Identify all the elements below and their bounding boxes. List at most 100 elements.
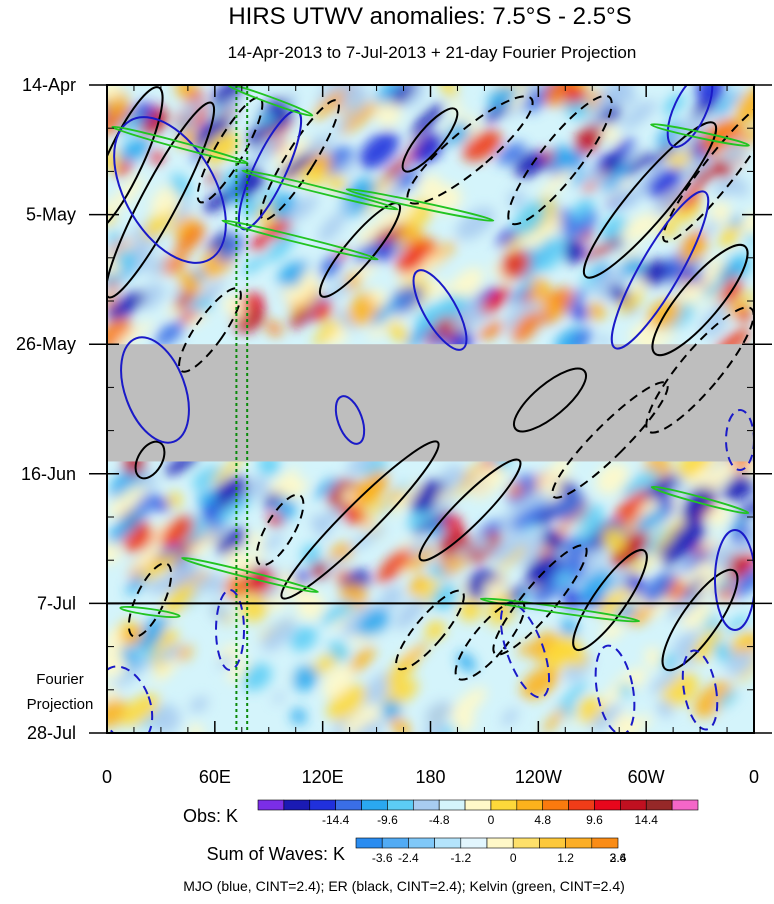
anomaly-cell [502,708,518,726]
anomaly-cell [318,212,346,243]
colorbar-swatch [283,799,311,811]
anomaly-cell [357,224,380,246]
anomaly-cell [389,85,416,108]
anomaly-cell [301,543,321,563]
anomaly-cell [708,542,734,568]
anomaly-cell [621,100,657,130]
anomaly-cell [218,98,238,116]
anomaly-cell [621,469,660,497]
anomaly-cell [157,643,182,663]
wave-contour [594,644,636,733]
anomaly-cell [412,249,445,275]
anomaly-cell [618,683,633,698]
waves-colorbar: -3.6 -2.4 -1.2 0 1.2 2.43.6 [355,837,627,865]
y-axis: 14-Apr 5-May 26-May 16-Jun 7-Jul 28-Jul [16,75,772,743]
anomaly-cell [487,85,517,109]
anomaly-field [107,85,754,733]
colorbar-label: 14.4 [635,813,659,827]
colorbar-label: -1.2 [450,851,471,865]
wave-contour [492,544,588,656]
wave-contour [681,649,719,731]
anomaly-cell [617,290,645,314]
anomaly-cell [572,304,589,322]
anomaly-cell [656,700,674,718]
anomaly-cell [369,322,387,339]
anomaly-cell [733,576,754,598]
anomaly-cell [120,646,139,668]
anomaly-cell [341,85,369,110]
anomaly-cell [712,641,733,662]
anomaly-cell [692,628,722,662]
wave-contour [412,269,468,351]
anomaly-cell [718,223,742,248]
anomaly-cell [597,334,611,348]
anomaly-cell [107,509,143,544]
anomaly-cell [341,102,380,135]
colorbar-swatch [361,799,388,811]
anomaly-cell [429,332,446,347]
anomaly-cell [369,289,389,308]
wave-contour [226,85,314,117]
wave-contour [196,96,264,204]
wave-contour [582,121,718,279]
projection-label-line2: Projection [27,696,94,713]
anomaly-cell [320,600,356,625]
anomaly-cell [192,465,225,490]
anomaly-cell [217,527,247,556]
colorbar-swatch [620,799,647,811]
anomaly-cell [621,212,660,242]
y-tick-label: 14-Apr [22,75,76,95]
anomaly-cell [273,476,300,496]
anomaly-cell [238,196,259,219]
anomaly-cell [387,322,410,344]
anomaly-cell [363,181,398,211]
wave-contour [662,97,754,243]
anomaly-cell [602,122,620,145]
colorbar-label: -4.8 [429,813,450,827]
wave-contour [666,85,714,148]
anomaly-cell [564,238,586,260]
wave-contour [345,188,495,222]
y-tick-label: 5-May [26,205,76,225]
colorbar-swatch [542,799,569,811]
colorbar-label: -2.4 [398,851,419,865]
wave-contour [334,395,366,445]
anomaly-cell [647,167,683,198]
anomaly-cell [485,592,513,619]
anomaly-cell [457,652,476,673]
anomaly-cell [209,475,248,511]
wave-contour [280,440,440,600]
anomaly-cell [107,541,121,564]
colorbar-swatch [490,799,518,811]
anomaly-cell [483,103,510,122]
anomaly-cell [115,160,133,177]
colorbar-label: 9.6 [586,813,603,827]
obs-colorbar-label: Obs: K [183,806,238,826]
anomaly-cell [388,481,422,517]
projection-label-line1: Fourier [36,671,84,688]
anomaly-cell [511,311,541,343]
colorbar-label: -3.6 [372,851,393,865]
anomaly-cell [602,527,627,554]
wave-contour [651,243,749,357]
wave-contour [119,605,181,619]
anomaly-cell [328,174,346,192]
anomaly-cell [585,237,622,261]
anomaly-cell [149,150,164,164]
wave-contour [120,336,190,444]
anomaly-cell [574,124,603,154]
x-axis: 0 60E 120E 180 120W 60W 0 [102,85,759,787]
anomaly-cell [223,295,247,320]
anomaly-cell [359,131,399,169]
x-tick-label: 120E [302,767,344,787]
anomaly-cell [523,89,546,113]
anomaly-cell [118,138,150,164]
anomaly-cell [339,160,355,175]
anomaly-cell [639,504,668,534]
anomaly-cell [643,572,675,605]
anomaly-cell [131,547,159,574]
anomaly-cell [601,163,629,192]
anomaly-cell [555,570,573,587]
anomaly-cell [413,546,435,567]
anomaly-cell [541,529,565,551]
